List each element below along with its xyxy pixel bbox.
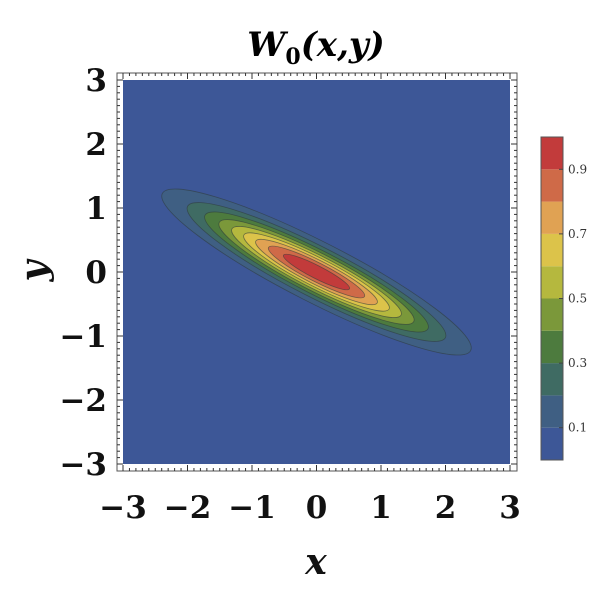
colorbar-band-0 xyxy=(541,428,563,460)
x-tick-label: 3 xyxy=(499,490,521,526)
colorbar-band-6 xyxy=(541,234,563,266)
plot-area xyxy=(123,80,510,464)
colorbar-band-7 xyxy=(541,202,563,234)
colorbar-band-9 xyxy=(541,137,563,169)
y-tick-label: −1 xyxy=(59,319,107,355)
chart-title-args: (x,y) xyxy=(301,25,385,65)
chart-title-subscript: 0 xyxy=(285,44,300,70)
x-tick-label: 0 xyxy=(306,490,328,526)
y-axis-label: y xyxy=(13,258,55,282)
chart-title: W0(x,y) xyxy=(247,25,385,70)
colorbar-label: 0.7 xyxy=(568,227,587,241)
colorbar-label: 0.9 xyxy=(568,162,587,176)
x-axis-label: x xyxy=(304,541,327,583)
y-tick-label: 1 xyxy=(85,191,107,227)
x-tick-label: −1 xyxy=(228,490,276,526)
colorbar-band-8 xyxy=(541,169,563,201)
y-tick-label: −3 xyxy=(59,447,107,483)
y-tick-labels: 3 2 1 0 −1 −2 −3 xyxy=(59,63,107,483)
colorbar-band-1 xyxy=(541,395,563,427)
x-tick-label: −3 xyxy=(99,490,147,526)
colorbar-band-3 xyxy=(541,331,563,363)
x-tick-labels: −3 −2 −1 0 1 2 3 xyxy=(99,490,521,526)
colorbar-band-4 xyxy=(541,299,563,331)
colorbar-label: 0.5 xyxy=(568,292,587,306)
y-tick-label: −2 xyxy=(59,383,107,419)
y-tick-label: 3 xyxy=(85,63,107,99)
colorbar-label: 0.3 xyxy=(568,356,587,370)
x-tick-label: 2 xyxy=(435,490,457,526)
colorbar-band-2 xyxy=(541,363,563,395)
y-tick-label: 2 xyxy=(85,127,107,163)
colorbar: 0.1 0.3 0.5 0.7 0.9 xyxy=(541,137,587,460)
y-tick-label: 0 xyxy=(85,255,107,291)
x-tick-label: −2 xyxy=(164,490,212,526)
chart-title-main: W xyxy=(247,25,288,65)
colorbar-band-5 xyxy=(541,266,563,298)
colorbar-label: 0.1 xyxy=(568,421,587,435)
x-tick-label: 1 xyxy=(370,490,392,526)
